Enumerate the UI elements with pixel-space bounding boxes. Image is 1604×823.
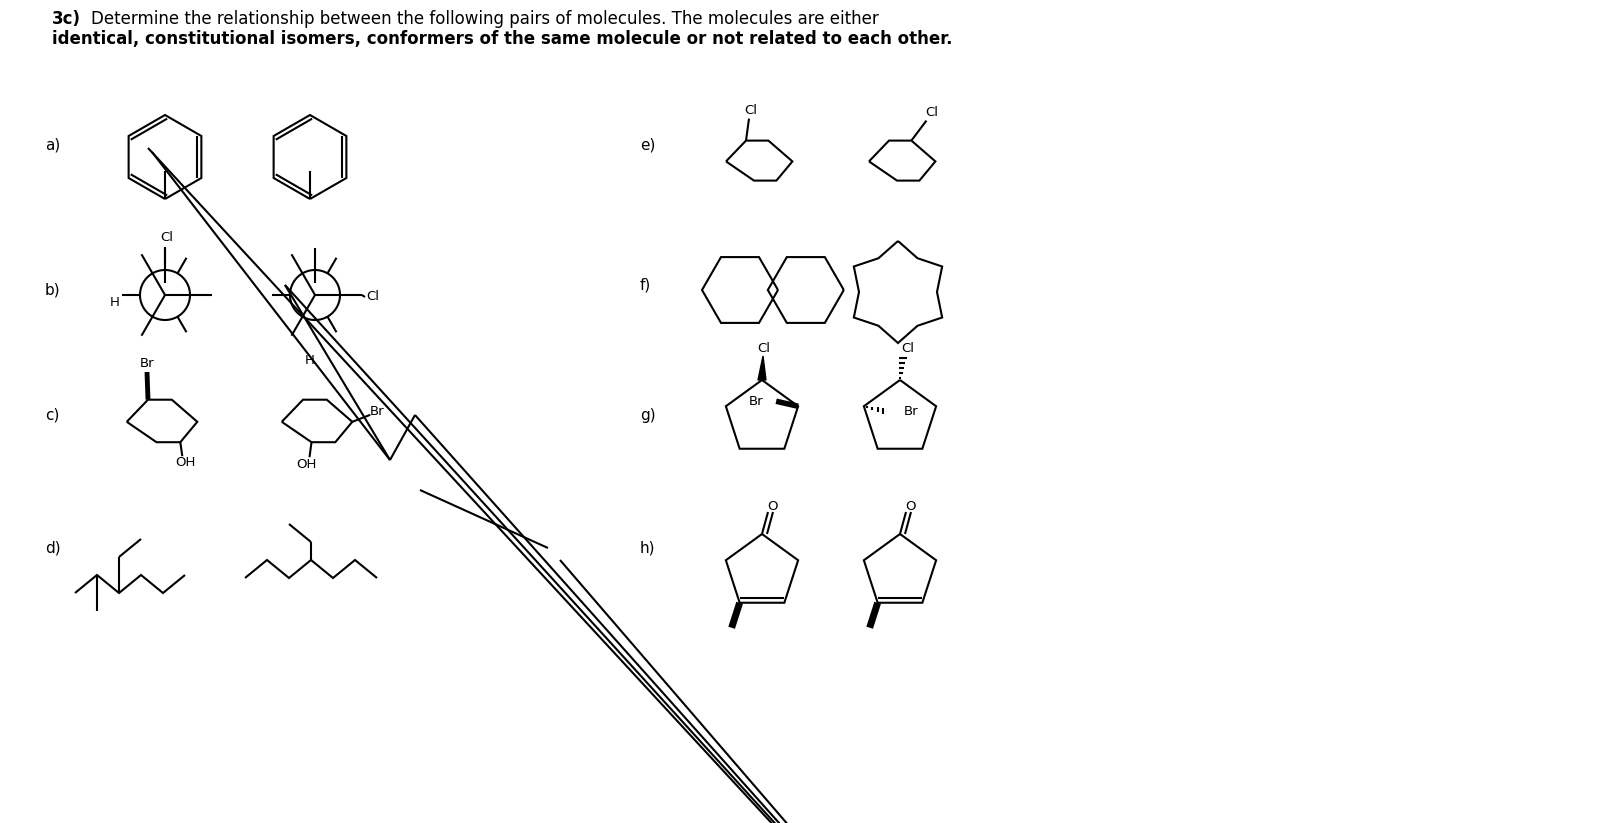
Text: identical, constitutional isomers, conformers of the same molecule or not relate: identical, constitutional isomers, confo… [51, 30, 953, 48]
Text: 3c): 3c) [51, 10, 80, 28]
Text: H: H [305, 354, 314, 366]
Text: H: H [111, 296, 120, 309]
Polygon shape [759, 356, 767, 380]
Text: Cl: Cl [757, 342, 770, 355]
Text: Br: Br [140, 356, 154, 370]
Text: h): h) [640, 541, 656, 556]
Text: OH: OH [175, 456, 196, 469]
Text: Br: Br [905, 405, 919, 418]
Text: a): a) [45, 137, 61, 152]
Text: Cl: Cl [744, 104, 757, 117]
Text: f): f) [640, 277, 651, 292]
Text: Br: Br [749, 395, 764, 407]
Text: c): c) [45, 407, 59, 422]
Text: g): g) [640, 407, 656, 422]
Text: Cl: Cl [901, 342, 914, 355]
Text: Cl: Cl [926, 106, 938, 119]
Text: O: O [905, 500, 916, 513]
Text: Cl: Cl [160, 230, 173, 244]
Text: b): b) [45, 282, 61, 297]
Text: d): d) [45, 541, 61, 556]
Text: Cl: Cl [366, 291, 380, 304]
Text: OH: OH [297, 458, 316, 471]
Text: Determine the relationship between the following pairs of molecules. The molecul: Determine the relationship between the f… [91, 10, 879, 28]
Text: O: O [767, 500, 778, 513]
Text: e): e) [640, 137, 656, 152]
Text: Br: Br [371, 405, 385, 418]
